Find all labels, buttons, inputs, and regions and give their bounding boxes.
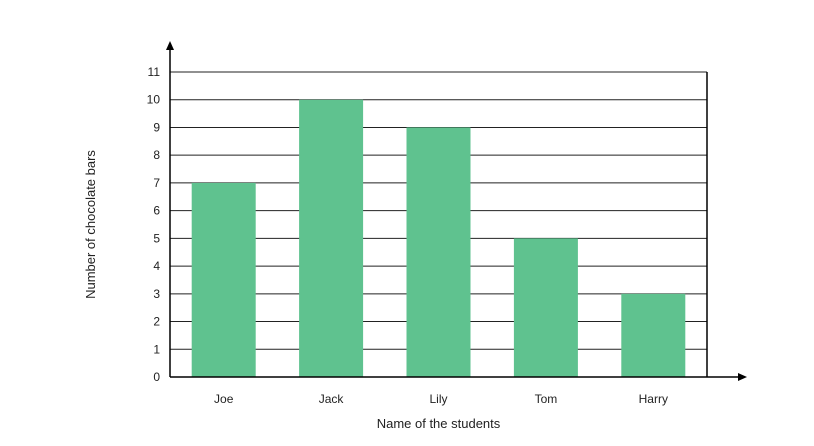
y-tick-label-7: 7 [153,176,160,190]
y-tick-label-6: 6 [153,204,160,218]
y-tick-label-0: 0 [153,370,160,384]
x-tick-label-lily: Lily [429,392,447,406]
y-tick-label-9: 9 [153,120,160,134]
x-tick-label-tom: Tom [535,392,558,406]
y-tick-label-5: 5 [153,231,160,245]
y-tick-label-8: 8 [153,148,160,162]
x-tick-label-joe: Joe [214,392,234,406]
y-tick-label-11: 11 [148,65,161,79]
bar-joe [191,182,256,377]
y-axis-arrow-icon [166,41,174,50]
x-axis-title: Name of the students [377,416,501,431]
y-tick-labels: 0 1 2 3 4 5 6 7 8 9 10 11 [147,65,161,384]
x-axis-arrow-icon [738,373,747,381]
bar-jack [299,99,364,378]
x-tick-labels: Joe Jack Lily Tom Harry [214,392,668,406]
bar-lily [406,127,471,377]
x-tick-label-harry: Harry [639,392,668,406]
bars [191,99,686,378]
bar-tom [513,238,578,377]
y-axis-title: Number of chocolate bars [83,150,98,299]
y-tick-label-1: 1 [153,342,160,356]
y-tick-label-2: 2 [153,315,160,329]
y-tick-label-3: 3 [153,287,160,301]
bar-harry [621,293,686,377]
axes [166,41,747,381]
y-tick-label-4: 4 [153,259,160,273]
y-tick-label-10: 10 [147,93,161,107]
x-tick-label-jack: Jack [319,392,345,406]
